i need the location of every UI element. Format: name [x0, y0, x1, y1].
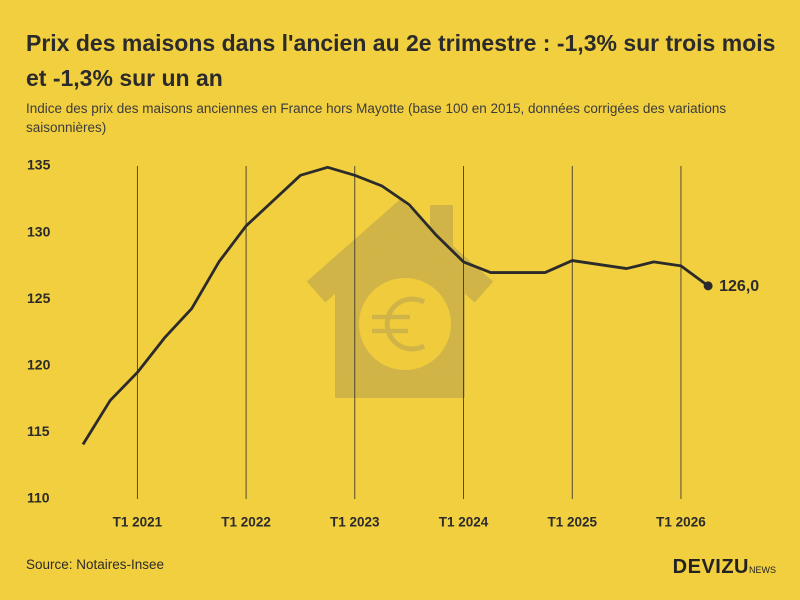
y-tick-label: 125	[27, 290, 51, 306]
x-tick-label: T1 2024	[439, 515, 489, 530]
logo: DEVIZUNEWS	[673, 556, 776, 579]
source: Source: Notaires-Insee	[26, 557, 165, 572]
y-tick-label: 110	[27, 490, 50, 506]
x-tick-label: T1 2021	[113, 515, 163, 530]
x-tick-label: T1 2026	[656, 515, 706, 530]
chart-subtitle: Indice des prix des maisons anciennes en…	[26, 101, 727, 135]
x-tick-label: T1 2023	[330, 515, 380, 530]
chart-title: Prix des maisons dans l'ancien au 2e tri…	[26, 30, 776, 91]
x-tick-label: T1 2025	[547, 515, 597, 530]
y-tick-label: 115	[27, 423, 50, 439]
brand-suffix: NEWS	[749, 565, 776, 575]
x-tick-label: T1 2022	[221, 515, 271, 530]
house-icon	[306, 199, 494, 398]
y-tick-label: 130	[27, 223, 51, 239]
y-tick-label: 120	[27, 357, 51, 373]
line	[81, 165, 709, 446]
y-tick-label: 135	[27, 157, 51, 173]
data-label: 126,0	[719, 278, 759, 295]
brand: DEVIZU	[672, 556, 749, 578]
point	[703, 281, 713, 291]
